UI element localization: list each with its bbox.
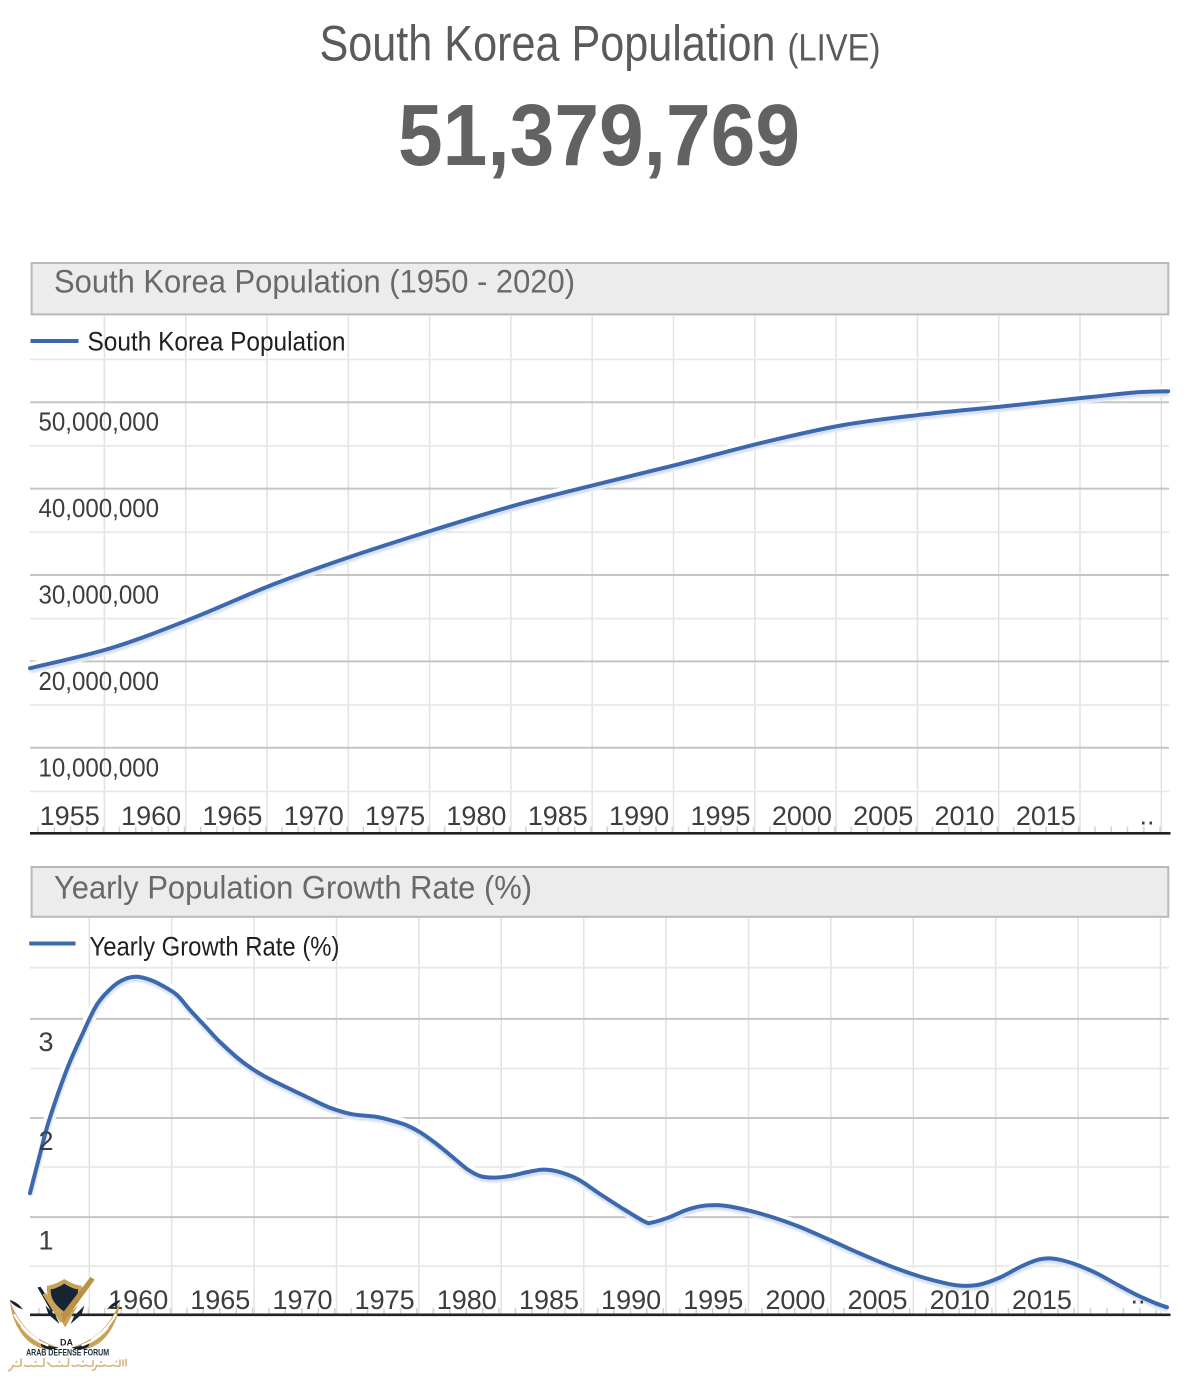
svg-text:10,000,000: 10,000,000 xyxy=(39,754,160,782)
svg-text:2: 2 xyxy=(39,1126,54,1156)
svg-text:1985: 1985 xyxy=(519,1285,579,1315)
svg-text:2000: 2000 xyxy=(765,1285,825,1315)
svg-text:1980: 1980 xyxy=(446,801,506,831)
svg-text:South Korea Population (1950 -: South Korea Population (1950 - 2020) xyxy=(54,264,575,300)
svg-text:1990: 1990 xyxy=(609,801,669,831)
svg-text:1: 1 xyxy=(39,1225,54,1255)
svg-text:1970: 1970 xyxy=(272,1285,332,1315)
svg-text:1955: 1955 xyxy=(40,801,100,831)
svg-text:1995: 1995 xyxy=(683,1285,743,1315)
svg-text:1985: 1985 xyxy=(528,801,588,831)
svg-text:20,000,000: 20,000,000 xyxy=(39,668,160,696)
svg-text:2015: 2015 xyxy=(1016,801,1076,831)
svg-text:ARAB DEFENSE FORUM: ARAB DEFENSE FORUM xyxy=(26,1347,109,1357)
svg-text:Yearly Growth Rate (%): Yearly Growth Rate (%) xyxy=(90,931,340,961)
svg-text:South Korea Population: South Korea Population xyxy=(88,327,346,357)
svg-text:South Korea Population (LIVE): South Korea Population (LIVE) xyxy=(319,16,880,72)
svg-text:50,000,000: 50,000,000 xyxy=(39,409,160,437)
svg-text:1990: 1990 xyxy=(601,1285,661,1315)
svg-text:1965: 1965 xyxy=(190,1285,250,1315)
svg-text:30,000,000: 30,000,000 xyxy=(39,582,160,610)
svg-text:1980: 1980 xyxy=(437,1285,497,1315)
svg-text:DA: DA xyxy=(60,1337,73,1347)
svg-text:1975: 1975 xyxy=(355,1285,415,1315)
svg-text:1995: 1995 xyxy=(690,801,750,831)
svg-text:..: .. xyxy=(1130,1280,1145,1310)
svg-text:1960: 1960 xyxy=(121,801,181,831)
svg-text:2010: 2010 xyxy=(930,1285,990,1315)
svg-text:1975: 1975 xyxy=(365,801,425,831)
svg-text:40,000,000: 40,000,000 xyxy=(39,495,160,523)
svg-text:2005: 2005 xyxy=(847,1285,907,1315)
svg-text:1970: 1970 xyxy=(284,801,344,831)
svg-text:2015: 2015 xyxy=(1012,1285,1072,1315)
svg-text:Yearly Population Growth Rate: Yearly Population Growth Rate (%) xyxy=(54,869,532,905)
svg-text:..: .. xyxy=(1139,801,1154,831)
svg-text:2010: 2010 xyxy=(934,801,994,831)
svg-text:51,379,769: 51,379,769 xyxy=(398,87,800,184)
svg-text:2005: 2005 xyxy=(853,801,913,831)
svg-text:2000: 2000 xyxy=(772,801,832,831)
svg-text:1965: 1965 xyxy=(202,801,262,831)
svg-text:3: 3 xyxy=(39,1027,54,1057)
